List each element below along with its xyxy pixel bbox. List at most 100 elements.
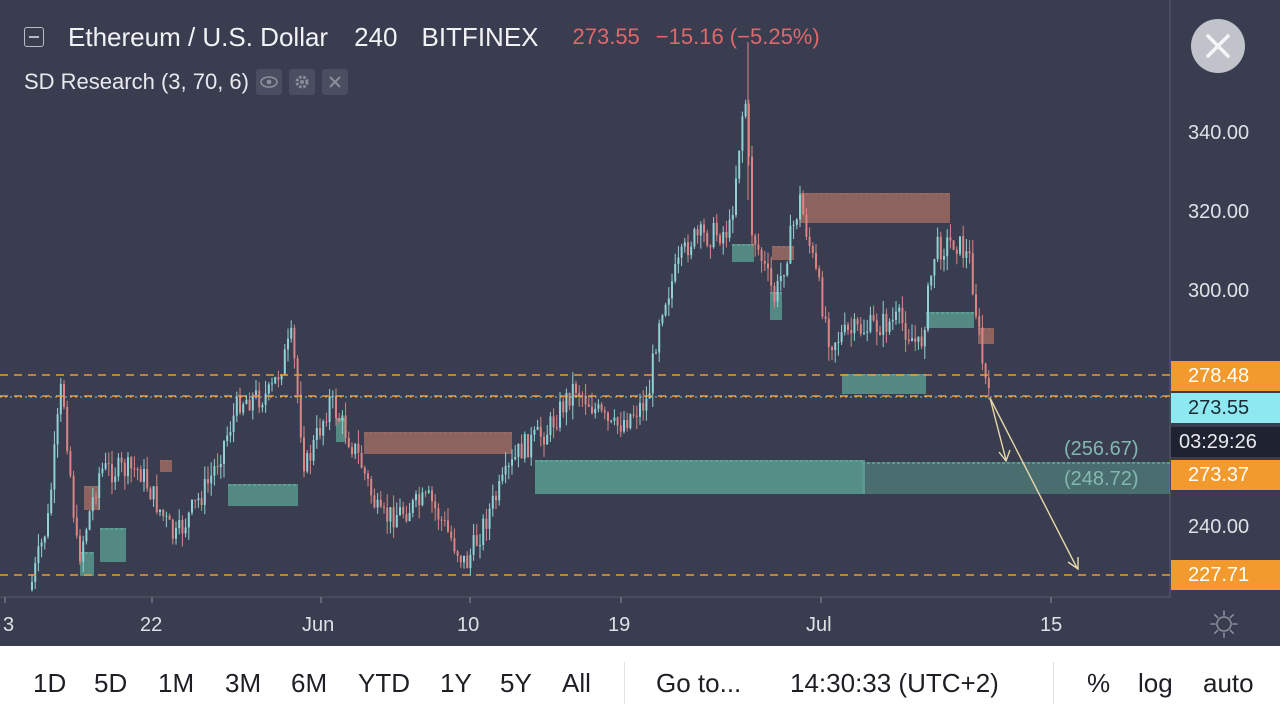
range-1d-button[interactable]: 1D <box>33 668 67 698</box>
candle-body <box>232 415 235 433</box>
candle-body <box>751 156 753 236</box>
candle-body <box>539 426 542 437</box>
range-5d-button[interactable]: 5D <box>94 668 128 698</box>
collapse-icon[interactable] <box>24 27 44 47</box>
range-1y-button[interactable]: 1Y <box>440 668 472 698</box>
time-axis-label: 19 <box>608 614 631 636</box>
candle-body <box>235 396 238 416</box>
candle-body <box>376 499 379 508</box>
symbol-name[interactable]: Ethereum / U.S. Dollar <box>68 21 329 52</box>
candle-body <box>725 231 728 238</box>
range-6m-button[interactable]: 6M <box>291 668 328 698</box>
goto-date-button[interactable]: Go to... <box>656 668 742 698</box>
close-chart-button[interactable] <box>1191 19 1245 73</box>
candle-body <box>443 520 446 522</box>
range-1m-button[interactable]: 1M <box>158 668 195 698</box>
candle-body <box>293 327 296 359</box>
candle-body <box>562 401 565 413</box>
range-5y-button[interactable]: 5Y <box>500 668 532 698</box>
candle-body <box>584 395 587 405</box>
candle-body <box>354 443 357 455</box>
chart-settings-gear-icon[interactable] <box>1208 608 1240 640</box>
candle-body <box>168 515 171 520</box>
candle-body <box>719 235 721 244</box>
candle-body <box>600 404 603 411</box>
candle-body <box>165 515 168 517</box>
candle-body <box>379 499 382 507</box>
candle-body <box>939 236 942 260</box>
auto-scale-button[interactable]: auto <box>1203 668 1254 698</box>
time-axis-label: Jul <box>806 614 832 636</box>
candle-body <box>258 390 261 408</box>
candle-body <box>904 323 907 340</box>
candle-body <box>930 275 933 286</box>
candle-body <box>229 432 232 436</box>
candle-body <box>879 331 881 335</box>
candle-body <box>715 222 718 236</box>
gear-icon[interactable] <box>288 69 315 95</box>
candle-body <box>357 443 360 453</box>
candle-body <box>143 469 145 482</box>
clock-timezone-button[interactable]: 14:30:33 (UTC+2) <box>790 668 999 698</box>
percent-scale-button[interactable]: % <box>1087 668 1111 698</box>
candle-body <box>610 420 613 422</box>
candle-body <box>82 541 85 562</box>
candle-body <box>517 443 520 457</box>
candle-body <box>821 277 824 317</box>
candle-body <box>491 495 494 509</box>
zone-top-tag: 273.37 <box>1171 460 1280 490</box>
candle-body <box>587 404 590 407</box>
candle-body <box>866 331 869 333</box>
range-3m-button[interactable]: 3M <box>225 668 262 698</box>
candle-body <box>485 518 488 529</box>
candle-body <box>130 457 133 469</box>
close-icon[interactable] <box>321 69 348 95</box>
candle-body <box>219 463 222 468</box>
log-scale-button[interactable]: log <box>1138 668 1173 698</box>
candle-body <box>744 103 747 117</box>
range-all-button[interactable]: All <box>562 668 591 698</box>
candle-body <box>872 315 875 321</box>
candle-body <box>267 384 270 394</box>
range-ytd-button[interactable]: YTD <box>358 668 410 698</box>
candle-body <box>629 414 632 428</box>
candle-body <box>770 268 773 286</box>
candle-body <box>338 418 341 422</box>
candle-body <box>568 392 571 406</box>
candle-body <box>98 473 101 499</box>
candlestick-chart[interactable] <box>0 0 1280 646</box>
zone-rect <box>364 432 512 454</box>
interval-label[interactable]: 240 <box>354 21 398 52</box>
candle-body <box>869 315 872 332</box>
study-label[interactable]: SD Research (3, 70, 6) <box>24 69 249 94</box>
candle-body <box>194 500 197 502</box>
chart-area[interactable]: Ethereum / U.S. Dollar 240 BITFINEX 273.… <box>0 0 1280 646</box>
candle-body <box>776 281 779 302</box>
candle-body <box>136 468 139 470</box>
candle-body <box>815 252 817 269</box>
candle-body <box>226 435 229 442</box>
level-tag-lower: 227.71 <box>1171 560 1280 590</box>
candle-body <box>917 336 920 342</box>
candle-body <box>523 434 526 459</box>
zone-rect <box>978 328 994 344</box>
candle-body <box>891 319 894 322</box>
candle-body <box>210 475 213 484</box>
zone-rect <box>336 418 346 442</box>
candle-body <box>203 479 206 505</box>
candle-body <box>351 447 353 455</box>
candle-body <box>171 519 174 539</box>
candle-body <box>328 396 331 423</box>
candle-body <box>799 194 801 220</box>
candle-body <box>655 352 657 354</box>
candle-body <box>43 536 46 543</box>
eye-icon[interactable] <box>255 69 282 95</box>
candle-body <box>479 545 481 547</box>
candle-body <box>456 551 459 556</box>
candle-body <box>427 490 430 493</box>
candle-body <box>47 513 49 537</box>
candle-body <box>741 116 744 151</box>
zone-top-tag-value: 273.37 <box>1188 463 1250 486</box>
candle-body <box>127 457 129 477</box>
candle-body <box>437 508 440 520</box>
